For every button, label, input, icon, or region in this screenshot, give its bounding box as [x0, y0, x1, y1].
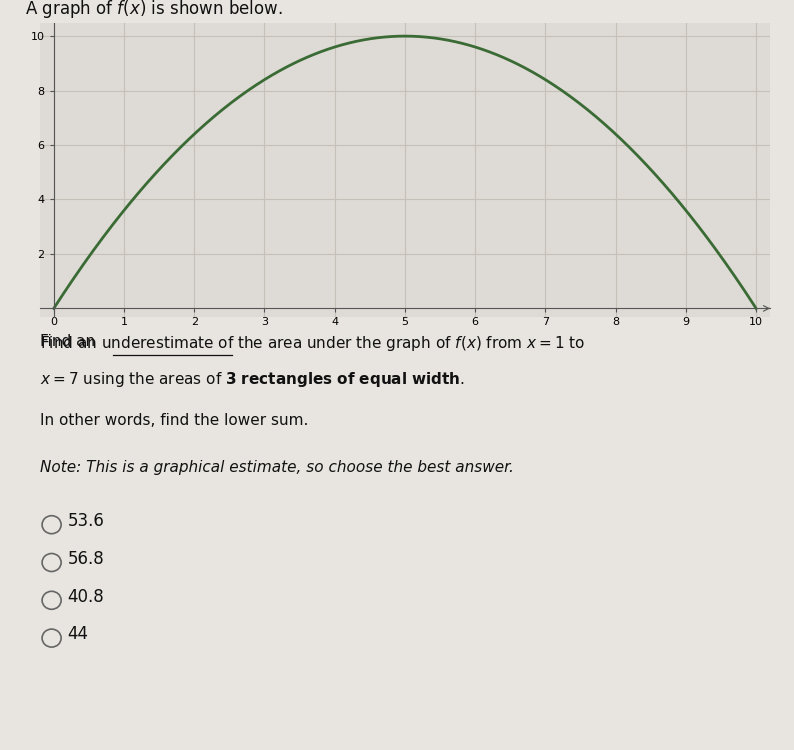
Text: 44: 44	[67, 626, 88, 644]
Text: Find an: Find an	[40, 334, 100, 349]
Text: 56.8: 56.8	[67, 550, 104, 568]
Text: A graph of $f(x)$ is shown below.: A graph of $f(x)$ is shown below.	[25, 0, 283, 20]
Text: In other words, find the lower sum.: In other words, find the lower sum.	[40, 413, 308, 428]
Text: 53.6: 53.6	[67, 512, 104, 530]
Text: $x = 7$ using the areas of $\mathbf{3\ rectangles\ of\ equal\ width}$.: $x = 7$ using the areas of $\mathbf{3\ r…	[40, 370, 464, 388]
Text: Note: This is a graphical estimate, so choose the best answer.: Note: This is a graphical estimate, so c…	[40, 460, 514, 475]
Text: 40.8: 40.8	[67, 587, 104, 605]
Text: Find an underestimate of the area under the graph of $f(x)$ from $x = 1$ to: Find an underestimate of the area under …	[40, 334, 585, 352]
